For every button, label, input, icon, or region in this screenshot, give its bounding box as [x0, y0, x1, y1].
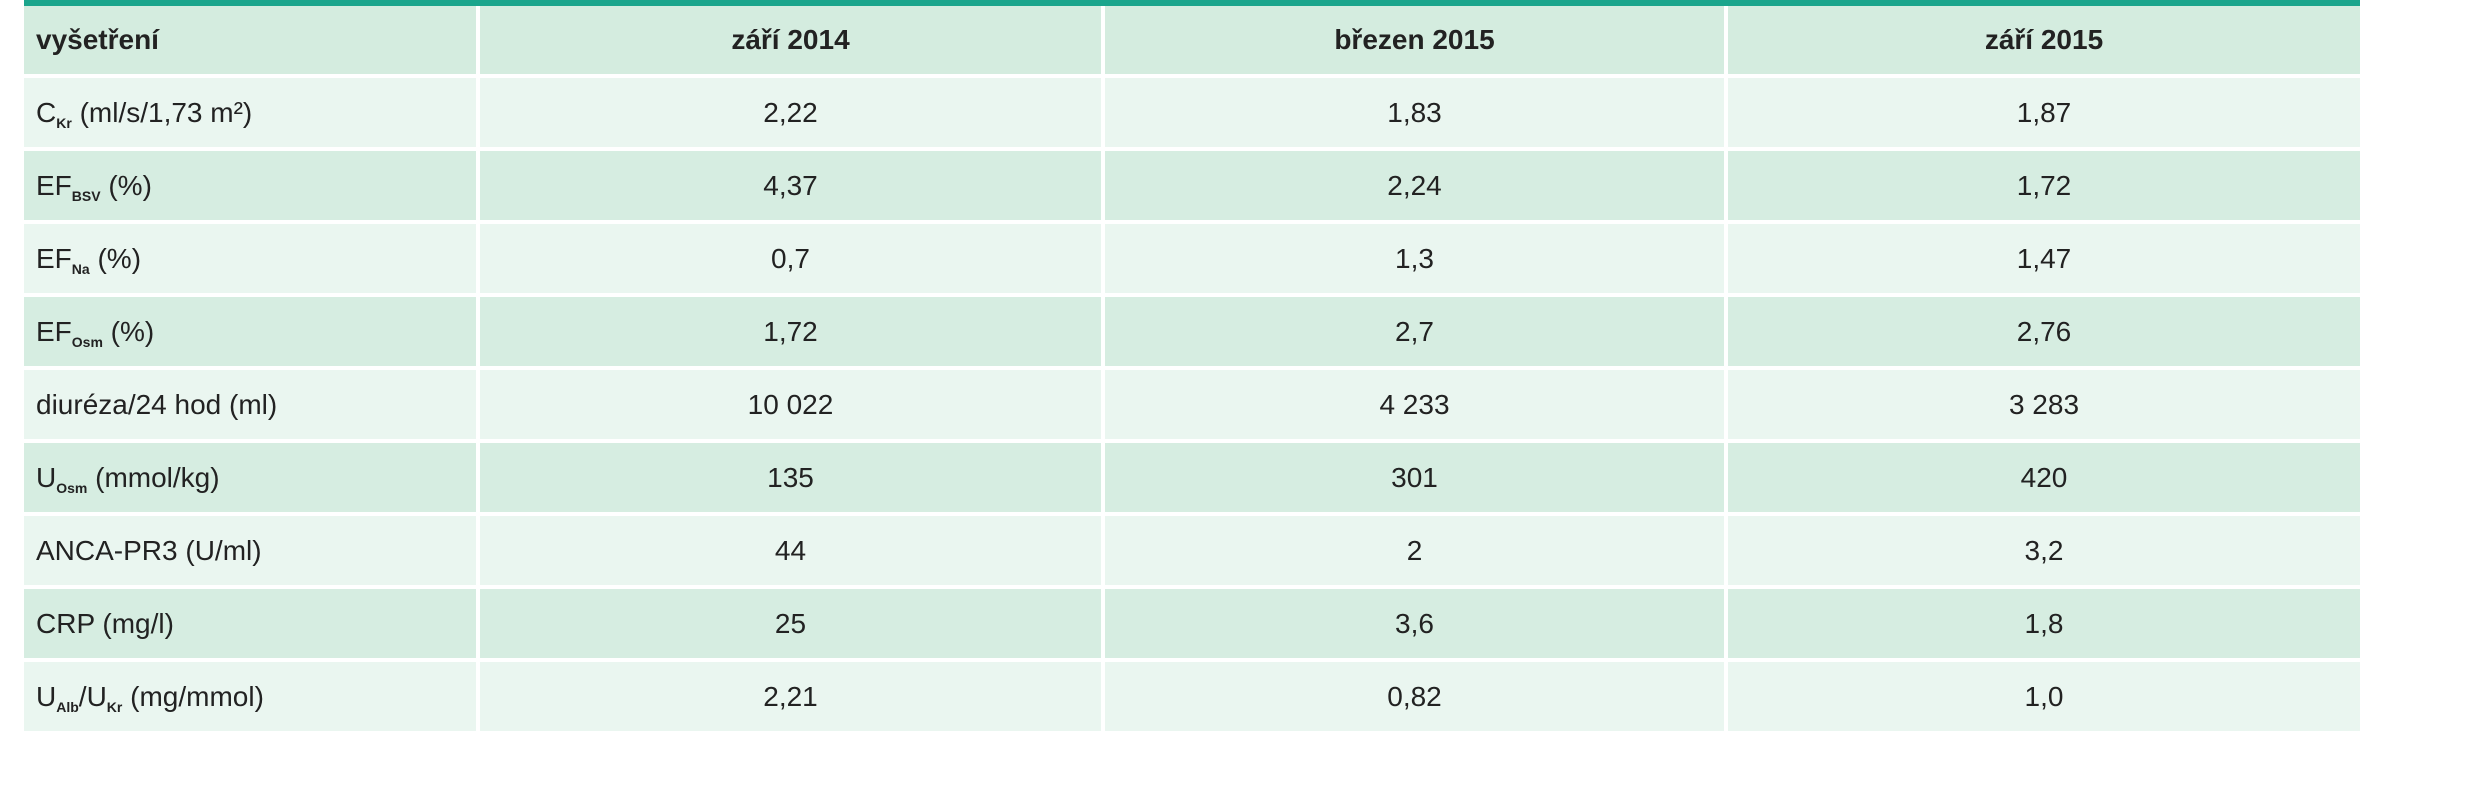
row-label: EFBSV (%)	[24, 151, 480, 224]
label-rest: /U	[78, 680, 107, 712]
cell-value: 2,21	[480, 662, 1105, 735]
table-row: CRP (mg/l) 25 3,6 1,8	[24, 589, 2360, 662]
row-label: CRP (mg/l)	[24, 589, 480, 662]
label-main: EF	[36, 242, 72, 274]
cell-value: 1,83	[1105, 78, 1728, 151]
cell-value: 2,76	[1728, 297, 2360, 370]
header-row: vyšetření září 2014 březen 2015 září 201…	[24, 6, 2360, 78]
cell-value: 2	[1105, 516, 1728, 589]
cell-value: 10 022	[480, 370, 1105, 443]
label-main: CRP (mg/l)	[36, 607, 174, 639]
cell-value: 3,2	[1728, 516, 2360, 589]
label-rest: (mmol/kg)	[87, 461, 220, 493]
label-subscript: BSV	[71, 187, 101, 204]
label-subscript-2: Kr	[106, 698, 123, 715]
cell-value: 3,6	[1105, 589, 1728, 662]
table-row: UAlb/UKr (mg/mmol) 2,21 0,82 1,0	[24, 662, 2360, 735]
label-subscript: Osm	[56, 479, 88, 496]
label-subscript: Na	[71, 260, 90, 277]
label-rest-2: (mg/mmol)	[122, 680, 264, 712]
cell-value: 3 283	[1728, 370, 2360, 443]
table-row: EFBSV (%) 4,37 2,24 1,72	[24, 151, 2360, 224]
cell-value: 4,37	[480, 151, 1105, 224]
table-row: ANCA-PR3 (U/ml) 44 2 3,2	[24, 516, 2360, 589]
cell-value: 1,72	[480, 297, 1105, 370]
label-subscript: Osm	[71, 333, 103, 350]
cell-value: 44	[480, 516, 1105, 589]
table-row: CKr (ml/s/1,73 m²) 2,22 1,83 1,87	[24, 78, 2360, 151]
label-rest: (%)	[89, 242, 142, 274]
row-label: UOsm (mmol/kg)	[24, 443, 480, 516]
label-subscript: Alb	[56, 698, 79, 715]
cell-value: 2,24	[1105, 151, 1728, 224]
table-row: EFNa (%) 0,7 1,3 1,47	[24, 224, 2360, 297]
label-rest: (%)	[100, 169, 152, 201]
label-main: C	[36, 96, 57, 128]
cell-value: 1,72	[1728, 151, 2360, 224]
cell-value: 2,7	[1105, 297, 1728, 370]
cell-value: 25	[480, 589, 1105, 662]
table-row: UOsm (mmol/kg) 135 301 420	[24, 443, 2360, 516]
header-sep-2014: září 2014	[480, 6, 1105, 78]
table-row: EFOsm (%) 1,72 2,7 2,76	[24, 297, 2360, 370]
label-main: EF	[36, 315, 72, 347]
header-exam: vyšetření	[24, 6, 480, 78]
cell-value: 0,7	[480, 224, 1105, 297]
cell-value: 4 233	[1105, 370, 1728, 443]
label-rest: (%)	[102, 315, 155, 347]
label-main: diuréza/24 hod (ml)	[36, 388, 278, 420]
row-label: ANCA-PR3 (U/ml)	[24, 516, 480, 589]
label-rest: (ml/s/1,73 m²)	[71, 96, 253, 128]
row-label: CKr (ml/s/1,73 m²)	[24, 78, 480, 151]
lab-results-table-container: vyšetření září 2014 březen 2015 září 201…	[24, 0, 2360, 735]
row-label: UAlb/UKr (mg/mmol)	[24, 662, 480, 735]
cell-value: 1,8	[1728, 589, 2360, 662]
cell-value: 2,22	[480, 78, 1105, 151]
cell-value: 135	[480, 443, 1105, 516]
label-main: EF	[36, 169, 72, 201]
cell-value: 1,87	[1728, 78, 2360, 151]
cell-value: 0,82	[1105, 662, 1728, 735]
cell-value: 301	[1105, 443, 1728, 516]
header-sep-2015: září 2015	[1728, 6, 2360, 78]
row-label: EFOsm (%)	[24, 297, 480, 370]
label-subscript: Kr	[56, 114, 72, 131]
table-top-rule	[24, 0, 2360, 6]
lab-results-table: vyšetření září 2014 březen 2015 září 201…	[24, 6, 2360, 735]
header-mar-2015: březen 2015	[1105, 6, 1728, 78]
cell-value: 420	[1728, 443, 2360, 516]
label-main: U	[36, 680, 57, 712]
label-main: U	[36, 461, 57, 493]
cell-value: 1,3	[1105, 224, 1728, 297]
label-main: ANCA-PR3 (U/ml)	[36, 534, 262, 566]
table-row: diuréza/24 hod (ml) 10 022 4 233 3 283	[24, 370, 2360, 443]
row-label: diuréza/24 hod (ml)	[24, 370, 480, 443]
cell-value: 1,0	[1728, 662, 2360, 735]
row-label: EFNa (%)	[24, 224, 480, 297]
cell-value: 1,47	[1728, 224, 2360, 297]
